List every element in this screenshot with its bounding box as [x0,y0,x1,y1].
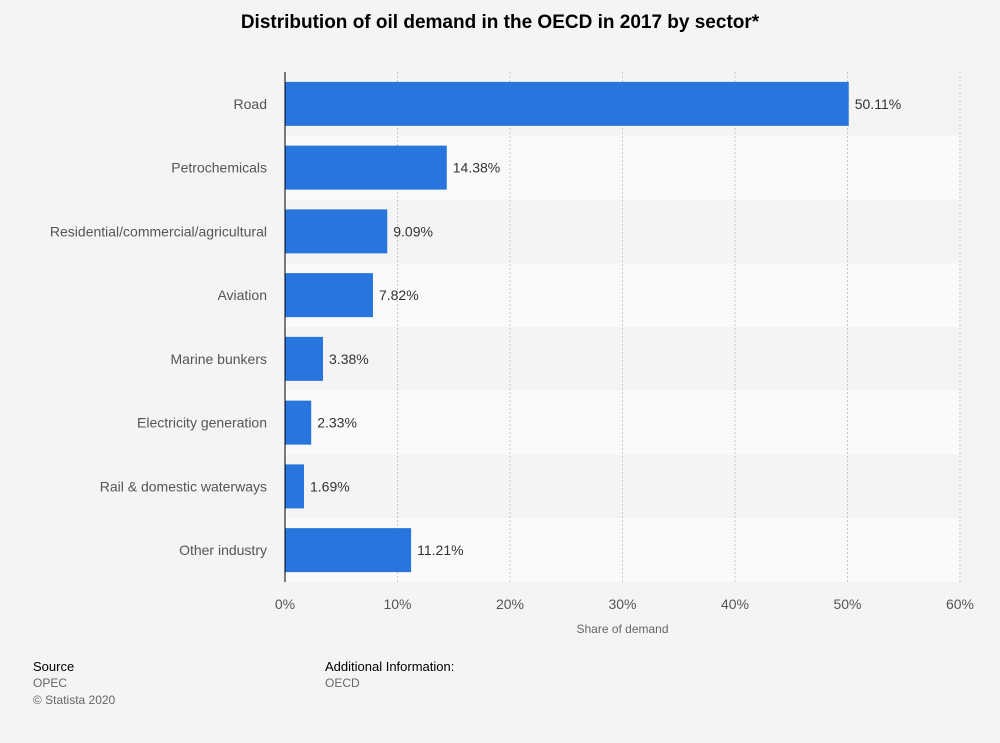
chart-title: Distribution of oil demand in the OECD i… [240,12,760,33]
x-tick-label: 60% [946,596,974,612]
bar [285,464,305,509]
x-axis-label: Share of demand [576,622,668,636]
bar [285,400,312,445]
bar [285,209,388,254]
category-label: Aviation [217,287,267,303]
x-tick-label: 0% [275,596,295,612]
category-label: Petrochemicals [171,160,267,176]
bar [285,528,412,573]
category-label: Residential/commercial/agricultural [50,223,267,239]
data-label: 2.33% [317,415,357,431]
data-label: 1.69% [310,478,350,494]
x-tick-label: 20% [496,596,524,612]
category-label: Electricity generation [137,415,267,431]
x-tick-label: 10% [383,596,411,612]
bar-chart: 0% 10% 20% 30% 40% 50% 60% Share of demand Road 5… [50,72,974,636]
bar [285,145,447,190]
data-label: 3.38% [329,351,369,367]
data-label: 9.09% [393,223,433,239]
additional-info-heading: Additional Information: [325,659,455,674]
x-tick-label: 50% [833,596,861,612]
data-label: 7.82% [379,287,419,303]
source-block: Source OPEC © Statista 2020 [33,658,115,709]
category-label: Road [234,96,267,112]
source-name[interactable]: OPEC [33,676,68,690]
additional-info-block: Additional Information: OECD [325,658,454,692]
category-label: Rail & domestic waterways [100,478,267,494]
copyright: © Statista 2020 [33,693,116,707]
data-label: 50.11% [855,96,901,112]
data-label: 14.38% [453,160,500,176]
data-label: 11.21% [417,542,463,558]
bar [285,273,373,318]
x-tick-label: 30% [608,596,636,612]
bar [285,81,849,126]
additional-info-text: OECD [325,676,360,690]
source-heading: Source [33,659,75,674]
x-tick-label: 40% [721,596,749,612]
bar [285,336,324,381]
category-label: Marine bunkers [171,351,268,367]
category-label: Other industry [179,542,267,558]
